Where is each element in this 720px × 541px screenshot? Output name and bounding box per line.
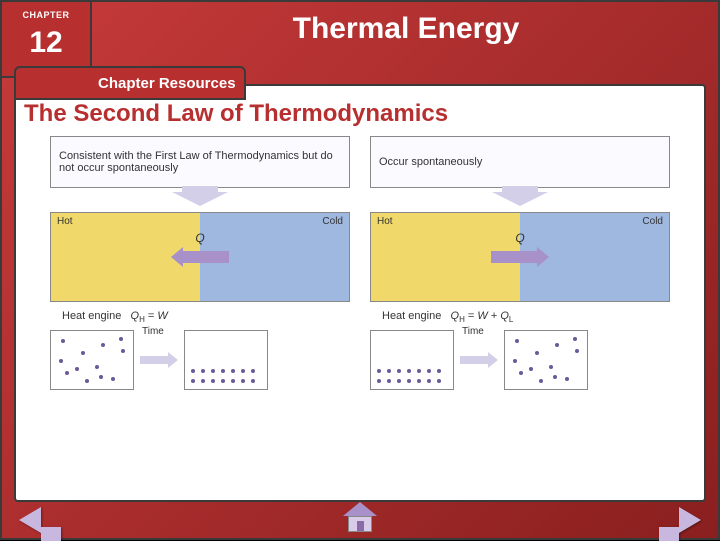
cold-label: Cold <box>322 216 343 227</box>
left-column: Consistent with the First Law of Thermod… <box>50 136 350 390</box>
left-hotcold: Hot Cold Q <box>50 212 350 302</box>
heat-engine-label: Heat engine <box>62 310 121 322</box>
q-label: Q <box>515 231 524 245</box>
time-label: Time <box>462 326 484 337</box>
arrow-left-icon <box>19 507 41 533</box>
time-arrow-icon <box>460 352 498 368</box>
q-arrow-right: Q <box>491 247 549 267</box>
right-heat-equation: Heat engine QH = W + QL <box>370 310 670 324</box>
content-area: The Second Law of Thermodynamics Consist… <box>24 100 696 490</box>
q-label: Q <box>195 231 204 245</box>
arrow-head-icon <box>537 247 549 267</box>
down-arrow-icon <box>172 192 228 206</box>
hot-label: Hot <box>57 216 73 227</box>
down-arrow-icon <box>492 192 548 206</box>
right-hotcold: Hot Cold Q <box>370 212 670 302</box>
subtitle: The Second Law of Thermodynamics <box>24 100 696 128</box>
slide: CHAPTER 12 Thermal Energy Chapter Resour… <box>0 0 720 540</box>
left-heat-equation: Heat engine QH = W <box>50 310 350 324</box>
hot-label: Hot <box>377 216 393 227</box>
resources-label: Chapter Resources <box>98 75 236 92</box>
q-arrow-left: Q <box>171 247 229 267</box>
arrow-right-icon <box>679 507 701 533</box>
left-particles-row: Time <box>50 330 350 390</box>
arrow-head-icon <box>171 247 183 267</box>
time-arrow-wrap: Time <box>140 352 178 368</box>
right-column: Occur spontaneously Hot Cold Q Heat engi… <box>370 136 670 390</box>
arrow-shaft <box>183 251 229 263</box>
heat-engine-label: Heat engine <box>382 310 441 322</box>
diagrams: Consistent with the First Law of Thermod… <box>24 136 696 390</box>
time-label: Time <box>142 326 164 337</box>
particles-after <box>504 330 588 390</box>
resources-tab[interactable]: Chapter Resources <box>14 66 246 100</box>
right-particles-row: Time <box>370 330 670 390</box>
right-caption: Occur spontaneously <box>370 136 670 188</box>
particles-before <box>370 330 454 390</box>
time-arrow-wrap: Time <box>460 352 498 368</box>
prev-button[interactable] <box>6 506 54 534</box>
page-title: Thermal Energy <box>92 12 720 46</box>
cold-label: Cold <box>642 216 663 227</box>
chapter-label: CHAPTER <box>2 2 90 20</box>
time-arrow-icon <box>140 352 178 368</box>
home-body-icon <box>348 516 372 532</box>
particles-after <box>184 330 268 390</box>
particles-before <box>50 330 134 390</box>
chapter-number: 12 <box>2 26 90 60</box>
next-button[interactable] <box>666 506 714 534</box>
home-roof-icon <box>343 502 377 516</box>
left-caption: Consistent with the First Law of Thermod… <box>50 136 350 188</box>
home-button[interactable] <box>343 502 377 536</box>
arrow-shaft <box>491 251 537 263</box>
